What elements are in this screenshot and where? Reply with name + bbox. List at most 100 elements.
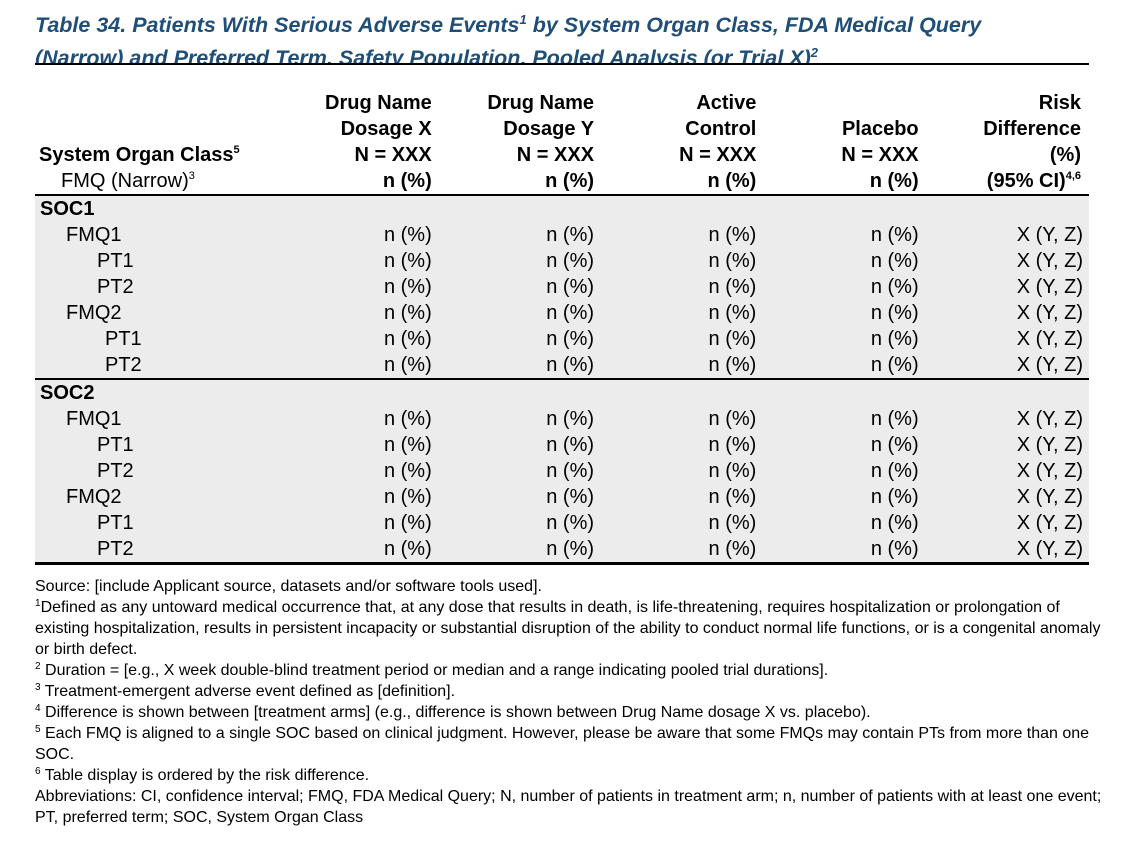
cell-value: n (%) [546, 354, 595, 376]
cell-value: n (%) [870, 354, 919, 376]
cell-risk: X (Y, Z) [1016, 408, 1083, 430]
row-label: PT1 [97, 250, 134, 272]
source-note: Source: [include Applicant source, datas… [35, 578, 542, 595]
cell-value: n (%) [708, 408, 757, 430]
soc2-group: SOC2 FMQ1 n (%) n (%) n (%) n (%) X (Y, … [35, 378, 1089, 565]
cell-risk: X (Y, Z) [1016, 302, 1083, 324]
table-row: PT1 n (%) n (%) n (%) n (%) X (Y, Z) [35, 326, 1089, 352]
cell-value: n (%) [546, 512, 595, 534]
cell-value: n (%) [708, 328, 757, 350]
header-label-column: System Organ Class5 FMQ (Narrow)3 [35, 65, 277, 195]
row-label: PT2 [97, 276, 134, 298]
cell-value: n (%) [383, 302, 432, 324]
cell-value: n (%) [383, 276, 432, 298]
row-label: FMQ1 [66, 408, 122, 430]
cell-value: n (%) [870, 408, 919, 430]
cell-value: n (%) [708, 486, 757, 508]
cell-risk: X (Y, Z) [1016, 434, 1083, 456]
header-row: System Organ Class5 FMQ (Narrow)3 Drug N… [35, 65, 1089, 195]
row-label: PT1 [97, 512, 134, 534]
footnotes: Source: [include Applicant source, datas… [35, 576, 1110, 828]
cell-value: n (%) [870, 434, 919, 456]
cell-value: n (%) [383, 434, 432, 456]
adverse-events-table: System Organ Class5 FMQ (Narrow)3 Drug N… [35, 63, 1089, 565]
cell-risk: X (Y, Z) [1016, 512, 1083, 534]
cell-value: n (%) [870, 460, 919, 482]
cell-value: n (%) [383, 328, 432, 350]
cell-value: n (%) [708, 434, 757, 456]
cell-risk: X (Y, Z) [1016, 250, 1083, 272]
cell-value: n (%) [708, 354, 757, 376]
cell-risk: X (Y, Z) [1016, 224, 1083, 246]
soc-label: SOC2 [35, 378, 1089, 406]
cell-value: n (%) [708, 224, 757, 246]
table-title: Table 34. Patients With Serious Adverse … [35, 6, 1095, 72]
cell-value: n (%) [870, 276, 919, 298]
cell-value: n (%) [546, 328, 595, 350]
table-row: PT1 n (%) n (%) n (%) n (%) X (Y, Z) [35, 432, 1089, 458]
cell-value: n (%) [708, 512, 757, 534]
cell-value: n (%) [870, 250, 919, 272]
cell-value: n (%) [546, 408, 595, 430]
table-row: FMQ1 n (%) n (%) n (%) n (%) X (Y, Z) [35, 222, 1089, 248]
soc-row: SOC1 [35, 195, 1089, 222]
soc-row: SOC2 [35, 378, 1089, 406]
cell-value: n (%) [870, 224, 919, 246]
cell-risk: X (Y, Z) [1016, 354, 1083, 376]
header-soc: System Organ Class5 [39, 144, 240, 166]
cell-value: n (%) [870, 302, 919, 324]
row-label: FMQ2 [66, 302, 122, 324]
title-footnote-ref: 2 [810, 45, 818, 60]
header-placebo: Placebo N = XXX n (%) [841, 118, 919, 192]
cell-value: n (%) [546, 486, 595, 508]
table-title-line1: Table 34. Patients With Serious Adverse … [35, 12, 982, 37]
data-table: System Organ Class5 FMQ (Narrow)3 Drug N… [35, 65, 1089, 565]
cell-risk: X (Y, Z) [1016, 486, 1083, 508]
cell-value: n (%) [383, 408, 432, 430]
cell-value: n (%) [546, 224, 595, 246]
table-row: PT1 n (%) n (%) n (%) n (%) X (Y, Z) [35, 510, 1089, 536]
table-row: FMQ1 n (%) n (%) n (%) n (%) X (Y, Z) [35, 406, 1089, 432]
cell-value: n (%) [870, 328, 919, 350]
cell-risk: X (Y, Z) [1016, 460, 1083, 482]
row-label: PT2 [97, 460, 134, 482]
cell-value: n (%) [708, 460, 757, 482]
cell-value: n (%) [383, 224, 432, 246]
header-drug-dosage-y: Drug Name Dosage Y N = XXX n (%) [487, 92, 595, 192]
cell-value: n (%) [708, 302, 757, 324]
footnote-3: 3 Treatment-emergent adverse event defin… [35, 682, 456, 701]
footnote-1: 1Defined as any untoward medical occurre… [35, 598, 1101, 659]
footnote-2: 2 Duration = [e.g., X week double-blind … [35, 661, 829, 680]
cell-value: n (%) [383, 250, 432, 272]
cell-value: n (%) [870, 512, 919, 534]
header-fmq: FMQ (Narrow)3 [61, 170, 195, 192]
cell-value: n (%) [546, 276, 595, 298]
table-row: PT2 n (%) n (%) n (%) n (%) X (Y, Z) [35, 536, 1089, 565]
cell-value: n (%) [870, 486, 919, 508]
title-footnote-ref: 1 [519, 12, 527, 27]
header-risk-difference: Risk Difference (%) (95% CI)4,6 [983, 92, 1081, 192]
row-label: PT2 [105, 354, 142, 376]
soc1-group: SOC1 FMQ1 n (%) n (%) n (%) n (%) X (Y, … [35, 195, 1089, 379]
table-row: FMQ2 n (%) n (%) n (%) n (%) X (Y, Z) [35, 300, 1089, 326]
cell-risk: X (Y, Z) [926, 536, 1089, 565]
row-label: PT2 [35, 536, 278, 565]
cell-value: n (%) [383, 486, 432, 508]
soc-label: SOC1 [40, 198, 95, 220]
cell-value: n (%) [708, 276, 757, 298]
footnote-6: 6 Table display is ordered by the risk d… [35, 766, 370, 785]
row-label: FMQ1 [66, 224, 122, 246]
row-label: FMQ2 [66, 486, 122, 508]
cell-value: n (%) [277, 536, 440, 565]
abbreviations-note: Abbreviations: CI, confidence interval; … [35, 788, 1102, 826]
cell-value: n (%) [383, 512, 432, 534]
footnote-4: 4 Difference is shown between [treatment… [35, 703, 871, 722]
cell-value: n (%) [546, 460, 595, 482]
cell-value: n (%) [764, 536, 927, 565]
cell-value: n (%) [602, 536, 765, 565]
header-active-control: Active Control N = XXX n (%) [679, 92, 757, 192]
cell-value: n (%) [439, 536, 603, 565]
cell-risk: X (Y, Z) [1016, 276, 1083, 298]
table-row: PT2 n (%) n (%) n (%) n (%) X (Y, Z) [35, 274, 1089, 300]
table-title-line2: (Narrow) and Preferred Term, Safety Popu… [35, 45, 818, 70]
